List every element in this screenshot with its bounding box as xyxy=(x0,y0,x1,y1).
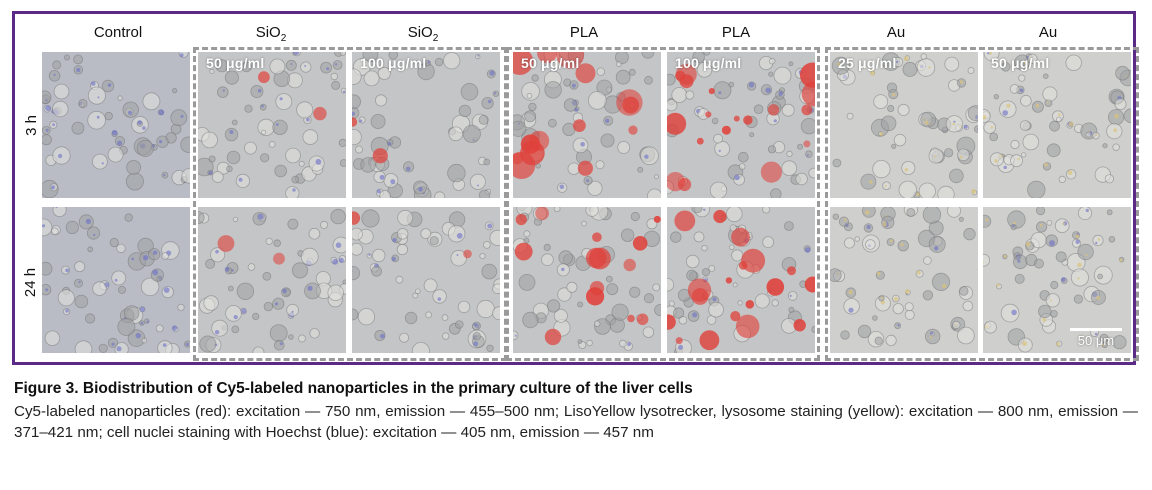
micrograph-texture xyxy=(198,207,346,353)
column-header-control: Control xyxy=(93,24,143,41)
caption-title: Figure 3. Biodistribution of Cy5-labeled… xyxy=(14,380,693,397)
micrograph-texture xyxy=(513,207,661,353)
micrograph-texture xyxy=(830,52,978,198)
micrograph-texture xyxy=(667,52,815,198)
micrograph-sio2-100-3h: 100 μg/ml xyxy=(352,52,500,198)
column-header-au-25: Au xyxy=(886,24,906,41)
scale-bar xyxy=(1070,328,1122,331)
micrograph-texture xyxy=(513,52,661,198)
micrograph-pla-100-24h xyxy=(667,207,815,353)
micrograph-au-50-3h: 50 μg/ml xyxy=(983,52,1131,198)
row-label-3h: 3 h xyxy=(22,114,40,136)
micrograph-texture xyxy=(42,52,190,198)
micrograph-au-25-24h xyxy=(830,207,978,353)
concentration-label: 50 μg/ml xyxy=(206,55,265,71)
micrograph-texture xyxy=(42,207,190,353)
column-header-pla-100: PLA xyxy=(721,24,751,41)
concentration-label: 50 μg/ml xyxy=(991,55,1050,71)
concentration-label: 50 μg/ml xyxy=(521,55,580,71)
group-box-au xyxy=(825,47,1139,361)
column-header-pla-50: PLA xyxy=(569,24,599,41)
micrograph-sio2-100-24h xyxy=(352,207,500,353)
micrograph-sio2-50-24h xyxy=(198,207,346,353)
group-box-sio2 xyxy=(193,47,507,361)
caption-body: Cy5-labeled nanoparticles (red): excitat… xyxy=(14,403,1138,441)
concentration-label: 25 μg/ml xyxy=(838,55,897,71)
micrograph-pla-50-3h: 50 μg/ml xyxy=(513,52,661,198)
micrograph-control-24h xyxy=(42,207,190,353)
figure-frame: Control SiO2 SiO2 PLA PLA Au Au 3 h 24 h… xyxy=(12,11,1139,365)
column-header-sio2-50: SiO2 xyxy=(255,24,287,44)
micrograph-control-3h xyxy=(42,52,190,198)
column-header-au-50: Au xyxy=(1038,24,1058,41)
micrograph-pla-100-3h: 100 μg/ml xyxy=(667,52,815,198)
micrograph-sio2-50-3h: 50 μg/ml xyxy=(198,52,346,198)
micrograph-texture xyxy=(983,52,1131,198)
group-box-pla xyxy=(506,47,820,361)
column-header-sio2-100: SiO2 xyxy=(407,24,439,44)
micrograph-texture xyxy=(983,207,1131,353)
micrograph-texture xyxy=(667,207,815,353)
micrograph-au-50-24h xyxy=(983,207,1131,353)
micrograph-texture xyxy=(830,207,978,353)
row-label-24h: 24 h xyxy=(22,267,40,297)
scale-bar-label: 50 μm xyxy=(1077,333,1115,348)
micrograph-texture xyxy=(352,52,500,198)
micrograph-texture xyxy=(198,52,346,198)
micrograph-pla-50-24h xyxy=(513,207,661,353)
micrograph-texture xyxy=(352,207,500,353)
concentration-label: 100 μg/ml xyxy=(360,55,427,71)
concentration-label: 100 μg/ml xyxy=(675,55,742,71)
micrograph-au-25-3h: 25 μg/ml xyxy=(830,52,978,198)
